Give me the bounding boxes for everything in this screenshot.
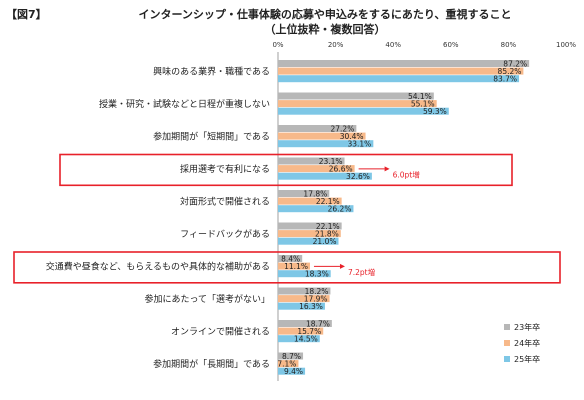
data-label: 30.4% — [340, 132, 364, 141]
annotation-label: 7.2pt増 — [348, 267, 375, 277]
bar-3 — [278, 205, 354, 213]
x-tick-label: 100% — [556, 41, 576, 49]
category-label: フィードバックがある — [180, 228, 270, 240]
bar-2 — [278, 197, 342, 205]
data-label: 18.7% — [306, 319, 330, 328]
data-label: 23.1% — [319, 157, 343, 166]
legend-swatch — [504, 324, 510, 330]
data-label: 18.2% — [305, 287, 329, 296]
data-label: 33.1% — [347, 140, 371, 149]
data-label: 7.1% — [277, 359, 296, 368]
bar-1 — [278, 190, 330, 197]
category-label: 対面形式で開催される — [180, 195, 270, 207]
category-label: 授業・研究・試験などと日程が重複しない — [99, 98, 270, 110]
x-tick-label: 80% — [501, 41, 517, 49]
chart-title: インターンシップ・仕事体験の応募や申込みをするにあたり、重視すること — [138, 8, 512, 21]
data-label: 8.4% — [281, 254, 300, 263]
data-label: 21.0% — [313, 237, 337, 246]
data-label: 11.1% — [284, 262, 308, 271]
x-tick-label: 0% — [272, 41, 283, 49]
annotation-label: 6.0pt増 — [393, 169, 420, 179]
data-label: 18.3% — [305, 270, 329, 279]
figure-label: 【図7】 — [6, 8, 47, 21]
category-label: オンラインで開催される — [171, 325, 270, 337]
bar-1 — [278, 255, 303, 262]
category-label: 参加にあたって「選考がない」 — [144, 293, 270, 305]
highlight-box — [13, 251, 561, 284]
data-label: 55.1% — [411, 99, 435, 108]
bar-1 — [278, 125, 357, 132]
annotation-arrowhead — [339, 263, 345, 269]
legend-label: 23年卒 — [514, 322, 540, 332]
annotation-arrowhead — [384, 166, 390, 172]
bar-2 — [278, 67, 524, 75]
data-label: 14.5% — [294, 335, 318, 344]
data-label: 8.7% — [282, 352, 301, 361]
bar-3 — [278, 140, 374, 148]
bar-1 — [278, 320, 332, 327]
data-label: 54.1% — [408, 92, 432, 101]
chart-subtitle: （上位抜粋・複数回答） — [264, 23, 386, 36]
legend-swatch — [504, 356, 510, 362]
bar-3 — [278, 335, 320, 343]
bar-1 — [278, 157, 345, 165]
data-label: 26.6% — [329, 164, 353, 173]
data-label: 16.3% — [299, 302, 323, 311]
bar-1 — [278, 287, 331, 295]
bar-3 — [278, 75, 520, 83]
bar-3 — [278, 237, 339, 245]
bar-2 — [278, 100, 437, 108]
data-label: 26.2% — [328, 205, 352, 214]
data-label: 83.7% — [493, 75, 517, 84]
bar-2 — [278, 360, 299, 368]
x-tick-label: 60% — [443, 41, 459, 49]
data-label: 21.8% — [315, 229, 339, 238]
bar-2 — [278, 327, 324, 335]
bar-3 — [278, 367, 306, 375]
bar-2 — [278, 165, 355, 173]
bar-2 — [278, 295, 330, 303]
bar-3 — [278, 302, 325, 310]
data-label: 27.2% — [331, 124, 355, 133]
bar-1 — [278, 222, 342, 230]
bar-3 — [278, 172, 372, 180]
data-label: 17.8% — [303, 189, 327, 198]
legend-label: 24年卒 — [514, 338, 540, 348]
bar-1 — [278, 352, 304, 360]
data-label: 15.7% — [297, 327, 321, 336]
bar-2 — [278, 132, 366, 140]
data-label: 22.1% — [316, 197, 340, 206]
category-label: 参加期間が「短期間」である — [153, 130, 270, 142]
category-label: 交通費や昼食など、もらえるものや具体的な補助がある — [46, 260, 270, 272]
data-label: 22.1% — [316, 222, 340, 231]
bar-2 — [278, 262, 310, 270]
bar-1 — [278, 60, 530, 67]
category-label: 採用選考で有利になる — [180, 163, 270, 175]
x-tick-label: 40% — [385, 41, 401, 49]
data-label: 9.4% — [284, 367, 303, 376]
bar-3 — [278, 270, 331, 278]
data-label: 17.9% — [304, 294, 328, 303]
legend-swatch — [504, 340, 510, 346]
data-label: 59.3% — [423, 107, 447, 116]
bar-3 — [278, 107, 449, 115]
bar-2 — [278, 230, 341, 238]
legend-label: 25年卒 — [514, 354, 540, 364]
category-label: 参加期間が「長期間」である — [153, 358, 270, 370]
category-label: 興味のある業界・職種である — [153, 65, 270, 77]
data-label: 87.2% — [503, 59, 527, 68]
data-label: 32.6% — [346, 172, 370, 181]
bar-1 — [278, 92, 434, 100]
data-label: 85.2% — [498, 67, 522, 76]
highlight-box — [59, 153, 513, 187]
x-tick-label: 20% — [328, 41, 344, 49]
